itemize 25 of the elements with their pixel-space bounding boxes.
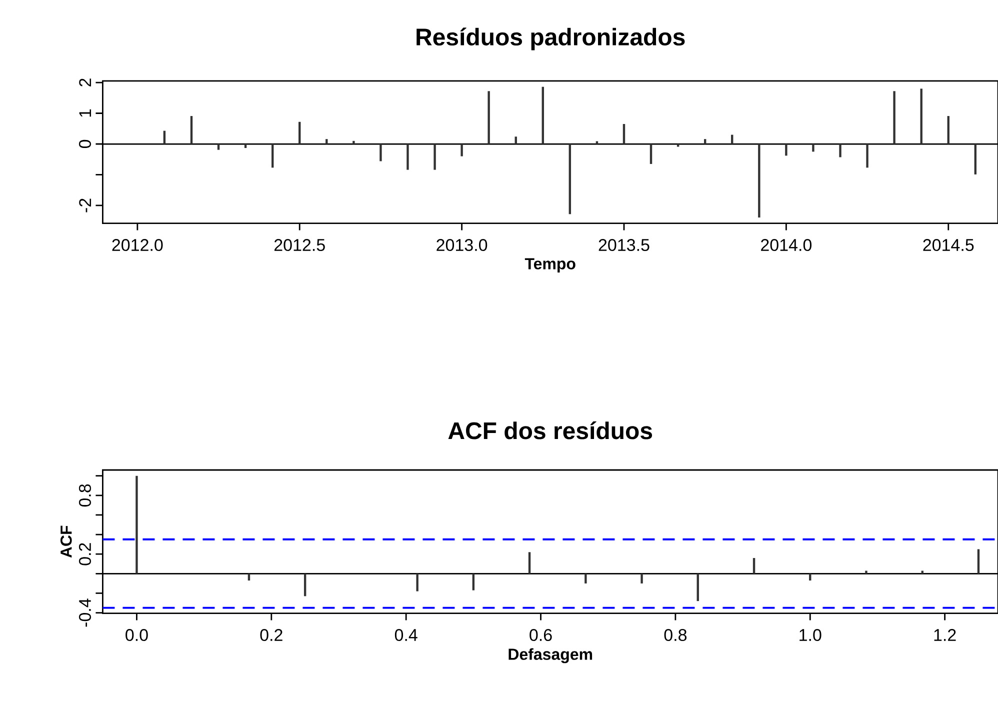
x-tick-label: 1.2 (934, 628, 956, 641)
x-axis-title: Tempo (524, 258, 576, 273)
x-tick-label: 2012.0 (112, 238, 163, 252)
chart-title: Resíduos padronizados (416, 28, 685, 50)
y-tick-label: 0.8 (78, 484, 92, 507)
x-tick-label: 0.4 (394, 628, 418, 642)
y-tick-label: -0.4 (78, 598, 92, 627)
x-tick-label: 0.6 (530, 628, 552, 642)
y-axis-title: ACF (60, 526, 72, 558)
y-tick-label: 1 (79, 109, 92, 117)
x-tick-label: 1.0 (800, 628, 822, 642)
y-tick-label: -2 (79, 198, 92, 212)
y-tick-label: 0.2 (78, 543, 92, 566)
y-tick-label: 2 (79, 78, 92, 86)
x-tick-label: 2014.5 (923, 238, 974, 252)
x-tick-label: 0.8 (664, 628, 687, 642)
x-tick-label: 2012.5 (274, 238, 325, 252)
x-tick-label: 2013.5 (598, 238, 650, 252)
x-tick-label: 2013.0 (436, 238, 488, 252)
x-tick-label: 2014.0 (761, 238, 812, 252)
x-tick-label: 0.2 (260, 628, 282, 642)
chart-title: ACF dos resíduos (448, 421, 652, 440)
x-tick-label: 0.0 (126, 628, 148, 642)
y-tick-label: 0 (78, 140, 92, 148)
x-axis-title: Defasagem (508, 648, 592, 664)
